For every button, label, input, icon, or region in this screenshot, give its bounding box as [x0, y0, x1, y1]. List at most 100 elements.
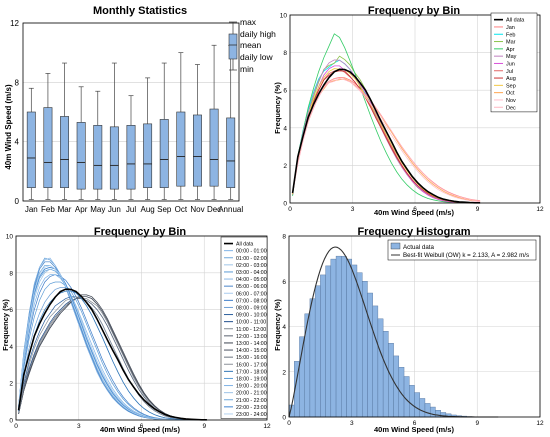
- y-tick-label: 10: [6, 234, 14, 241]
- hourly-frequency-y-label: Frequency (%): [1, 299, 10, 351]
- histogram-x-label: 40m Wind Speed (m/s): [374, 425, 454, 434]
- y-tick-label: 4: [9, 344, 13, 351]
- series-line: [291, 68, 481, 204]
- y-tick-label: 2: [283, 163, 287, 170]
- legend-label: Sep: [506, 83, 516, 89]
- series-line: [292, 78, 481, 202]
- monthly-frequency-lines: [291, 33, 481, 204]
- box-legend-box: [228, 33, 238, 60]
- monthly-frequency-title: Frequency by Bin: [368, 5, 461, 17]
- histogram-bar: [351, 264, 358, 418]
- x-tick-label: 9: [476, 206, 480, 213]
- histogram-bar: [304, 313, 311, 418]
- monthly-frequency-panel: Frequency by Bin 40m Wind Speed (m/s) Fr…: [273, 5, 544, 217]
- box-legend-max-label: max: [240, 17, 257, 27]
- histogram-bar: [419, 398, 426, 418]
- histogram-title: Frequency Histogram: [357, 226, 470, 238]
- hourly-frequency-panel: Frequency by Bin 40m Wind Speed (m/s) Fr…: [1, 226, 271, 434]
- x-tick-label: 12: [536, 206, 544, 213]
- legend-label: 19:00 - 20:00: [236, 384, 267, 390]
- legend-label: Feb: [506, 32, 515, 38]
- monthly-y-axis-label: 40m Wind Speed (m/s): [4, 84, 13, 170]
- x-tick-label: 0: [287, 420, 291, 427]
- legend-label: 16:00 - 17:00: [236, 362, 267, 368]
- histogram-bar: [377, 318, 384, 418]
- legend-label: 22:00 - 23:00: [236, 405, 267, 411]
- box-legend: max daily high mean daily low min: [228, 17, 276, 74]
- legend-label: 10:00 - 11:00: [236, 320, 266, 326]
- box-daily-range: [193, 114, 202, 187]
- histogram-bar: [330, 258, 337, 418]
- y-tick-label: 4: [283, 125, 287, 132]
- y-tick-label: 6: [9, 307, 13, 314]
- histogram-bar: [424, 403, 431, 418]
- legend-label: 20:00 - 21:00: [236, 391, 267, 397]
- histogram-bar: [314, 285, 321, 418]
- legend-label: 11:00 - 12:00: [236, 327, 266, 333]
- legend-box: [490, 12, 538, 113]
- y-tick-label: 4: [282, 324, 286, 331]
- box-daily-range: [126, 125, 136, 190]
- box-daily-range: [226, 117, 236, 188]
- y-tick-label: 2: [9, 381, 13, 388]
- legend-label: Oct: [506, 91, 515, 97]
- monthly-x-tick-label: Jul: [126, 205, 136, 214]
- box-daily-range: [43, 107, 53, 188]
- hourly-frequency-title: Frequency by Bin: [94, 226, 187, 238]
- box-daily-range: [76, 122, 86, 190]
- x-tick-label: 9: [202, 423, 206, 430]
- x-tick-label: 3: [350, 420, 354, 427]
- monthly-plot-frame: [22, 22, 240, 202]
- box-legend-daily-low-label: daily low: [240, 52, 273, 62]
- histogram-y-label: Frequency (%): [273, 299, 282, 351]
- y-tick-label: 0: [282, 415, 286, 422]
- monthly-boxes: [26, 44, 236, 200]
- legend-label: 07:00 - 08:00: [236, 298, 267, 304]
- monthly-x-tick-label: Jan: [25, 205, 38, 214]
- x-tick-label: 0: [14, 423, 18, 430]
- legend-label: 13:00 - 14:00: [236, 341, 267, 347]
- monthly-frequency-ticks: 0 3 6 9 12 0 2 4 6 8 10: [280, 13, 544, 214]
- y-tick-label: 0: [9, 418, 13, 425]
- histogram-bar: [346, 258, 352, 418]
- legend-label: 09:00 - 10:00: [236, 313, 267, 319]
- x-tick-label: 3: [351, 206, 355, 213]
- monthly-x-tick-label: Oct: [175, 205, 188, 214]
- histogram-bar: [335, 255, 342, 418]
- box-daily-range: [209, 108, 219, 187]
- legend-label: 06:00 - 07:00: [236, 291, 267, 297]
- histogram-bar: [372, 305, 379, 418]
- box-legend-min-label: min: [240, 64, 254, 74]
- monthly-statistics-panel: Monthly Statistics 40m Wind Speed (m/s) …: [4, 5, 276, 214]
- monthly-y-tick-label: 12: [10, 19, 19, 28]
- histogram-bar: [309, 298, 316, 418]
- legend-label: 05:00 - 06:00: [236, 284, 267, 290]
- histogram-legend-fit-label: Best-fit Weibull (OW) k = 2.133, A = 2.9…: [403, 252, 529, 259]
- histogram-bar: [409, 385, 415, 418]
- box-daily-range: [143, 123, 153, 188]
- legend-label: Apr: [506, 47, 515, 53]
- box-daily-range: [109, 126, 119, 190]
- legend-label: Jan: [506, 25, 515, 31]
- box-legend-mean-label: mean: [240, 40, 262, 50]
- y-tick-label: 6: [283, 88, 287, 95]
- x-tick-label: 0: [288, 206, 292, 213]
- series-line: [18, 290, 207, 421]
- legend-label: 15:00 - 16:00: [236, 355, 267, 361]
- box-daily-range: [159, 119, 169, 188]
- monthly-y-tick-label: 4: [15, 138, 20, 147]
- legend-label: All data: [236, 242, 253, 248]
- monthly-x-tick-label: Dec: [207, 205, 221, 214]
- monthly-x-tick-label: May: [90, 205, 105, 214]
- monthly-x-tick-label: Aug: [140, 205, 154, 214]
- monthly-y-tick-label: 0: [15, 197, 20, 206]
- x-tick-label: 6: [140, 423, 144, 430]
- monthly-x-tick-label: Jun: [108, 205, 121, 214]
- frequency-histogram-panel: Frequency Histogram 40m Wind Speed (m/s)…: [273, 226, 544, 434]
- monthly-ticks: 0 4 8 12 Jan Feb Mar Apr May Jun Jul Aug Sep Oct Nov De…: [10, 19, 243, 214]
- legend-label: 14:00 - 15:00: [236, 348, 267, 354]
- box-daily-range: [26, 111, 36, 188]
